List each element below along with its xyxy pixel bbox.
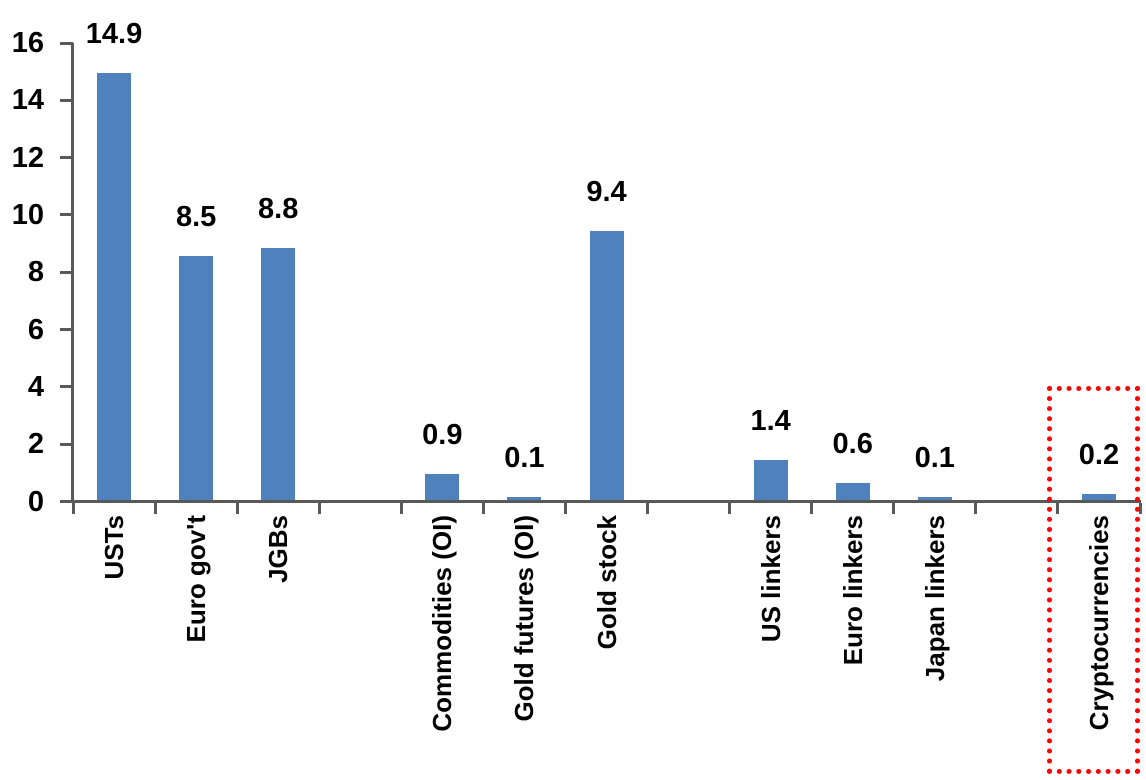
- bar: [835, 482, 870, 500]
- y-tick: [60, 442, 73, 446]
- bar: [589, 230, 624, 500]
- x-tick: [810, 503, 814, 514]
- bar-value-label: 0.6: [832, 427, 873, 460]
- y-tick: [60, 500, 73, 503]
- y-tick: [60, 328, 73, 332]
- bar-value-label: 9.4: [586, 175, 627, 208]
- x-tick: [235, 503, 239, 514]
- y-tick: [60, 385, 73, 389]
- x-tick: [317, 503, 321, 514]
- x-tick: [646, 503, 650, 514]
- y-tick-label: 16: [11, 27, 44, 59]
- x-tick: [71, 503, 75, 514]
- x-tick: [399, 503, 403, 514]
- bar-category-label: US linkers: [755, 515, 786, 643]
- y-tick-label: 10: [11, 198, 44, 231]
- x-tick: [728, 503, 732, 514]
- x-tick: [563, 503, 567, 514]
- bar-value-label: 1.4: [750, 404, 791, 437]
- x-tick: [974, 503, 978, 514]
- bar-category-label: Gold stock: [591, 515, 622, 650]
- bar-category-label: Gold futures (OI): [509, 515, 540, 722]
- x-tick: [1138, 503, 1142, 514]
- bar-value-label: 0.2: [1078, 439, 1120, 472]
- x-tick: [1056, 503, 1060, 514]
- y-tick: [60, 156, 73, 160]
- bar: [97, 73, 132, 500]
- y-tick-label: 0: [27, 485, 44, 518]
- bar-category-label: Euro gov't: [181, 515, 212, 643]
- bar: [753, 459, 788, 500]
- y-tick-label: 6: [27, 313, 44, 346]
- bar-category-label: Euro linkers: [837, 515, 868, 666]
- bar: [1081, 494, 1116, 500]
- bar-value-label: 0.1: [914, 442, 955, 475]
- x-tick: [892, 503, 896, 514]
- x-tick: [481, 503, 485, 514]
- y-tick: [60, 98, 73, 102]
- y-tick-label: 8: [27, 256, 44, 289]
- x-axis-line: [71, 500, 1141, 503]
- bar: [507, 497, 542, 500]
- y-tick-label: 12: [11, 141, 44, 174]
- bar-value-label: 8.5: [175, 201, 217, 234]
- bar: [261, 247, 296, 500]
- bar-category-label: Commodities (OI): [427, 515, 458, 732]
- bar-category-label: USTs: [99, 515, 130, 580]
- y-tick-label: 2: [27, 428, 44, 461]
- bar: [425, 474, 460, 500]
- y-tick: [60, 213, 73, 217]
- bar-value-label: 14.9: [85, 18, 143, 51]
- y-tick-label: 14: [11, 84, 44, 117]
- bar-category-label: JGBs: [263, 515, 294, 583]
- y-tick: [60, 41, 73, 45]
- bar: [917, 497, 952, 500]
- bar-value-label: 8.8: [258, 192, 299, 225]
- y-tick-label: 4: [27, 370, 44, 403]
- y-tick: [60, 270, 73, 274]
- bar-value-label: 0.9: [422, 419, 463, 452]
- highlight-box: [1046, 386, 1140, 774]
- bar-value-label: 0.1: [504, 442, 545, 475]
- x-tick: [153, 503, 157, 514]
- bar-category-label: Japan linkers: [919, 515, 950, 682]
- bar: [179, 256, 214, 500]
